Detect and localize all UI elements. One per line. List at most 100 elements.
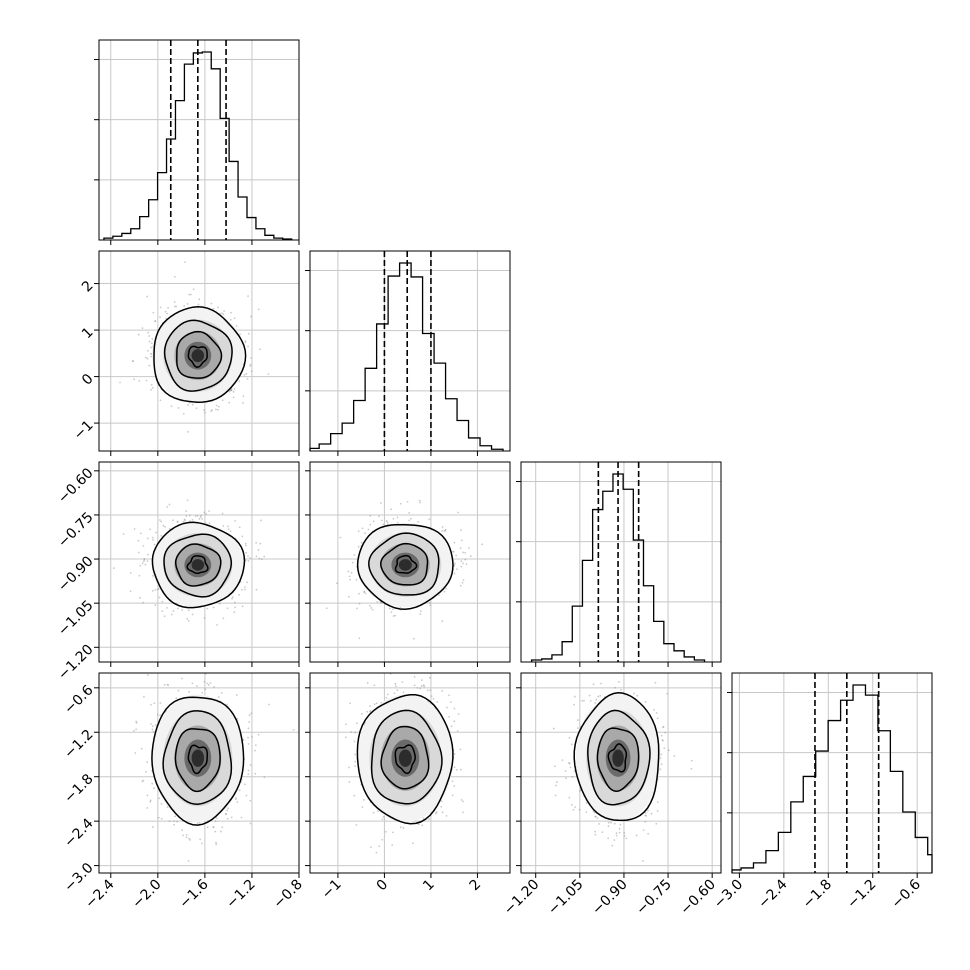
scatter-point [653, 708, 655, 711]
scatter-point [242, 395, 245, 398]
scatter-point [441, 620, 444, 623]
scatter-point [402, 827, 405, 829]
scatter-point [376, 600, 379, 603]
scatter-point [571, 776, 574, 778]
scatter-point [146, 673, 149, 676]
scatter-point [122, 533, 125, 535]
scatter-point [455, 554, 458, 557]
scatter-point [641, 860, 644, 862]
scatter-point [155, 531, 158, 534]
scatter-point [160, 817, 163, 820]
scatter-point [247, 332, 250, 335]
scatter-point [615, 832, 618, 835]
scatter-point [459, 748, 462, 751]
scatter-point [662, 725, 665, 728]
scatter-point [615, 834, 618, 837]
scatter-point [581, 700, 584, 702]
scatter-point [239, 333, 241, 336]
scatter-point [142, 779, 145, 782]
scatter-point [250, 315, 252, 318]
scatter-point [569, 766, 572, 769]
scatter-point [222, 617, 225, 620]
scatter-point [432, 697, 435, 700]
scatter-point [244, 544, 247, 547]
scatter-point [422, 817, 425, 820]
scatter-point [173, 301, 176, 303]
scatter-point [247, 560, 250, 562]
scatter-point [203, 511, 206, 514]
scatter-point [690, 767, 693, 770]
scatter-point [406, 500, 409, 503]
scatter-point [656, 810, 659, 812]
scatter-point [382, 523, 385, 526]
scatter-point [656, 801, 659, 804]
scatter-point [426, 689, 429, 692]
scatter-point [134, 752, 137, 754]
density-contour [163, 319, 233, 392]
scatter-point [245, 551, 248, 554]
scatter-point [413, 675, 416, 678]
scatter-point [214, 408, 217, 411]
y-tick-label: −1.20 [55, 642, 97, 684]
scatter-point [399, 826, 402, 829]
scatter-point [364, 592, 367, 595]
histogram-panel-3 [516, 461, 722, 667]
y-tick-label: −1.8 [61, 771, 96, 806]
histogram-step [731, 684, 933, 873]
scatter-point [151, 728, 154, 731]
scatter-point [561, 759, 564, 762]
scatter-point [201, 842, 203, 845]
scatter-point [234, 601, 236, 604]
scatter-point [151, 338, 154, 340]
scatter-point [228, 401, 231, 404]
scatter-point [176, 520, 179, 523]
scatter-point [137, 333, 140, 336]
scatter-point [361, 527, 364, 530]
scatter-point [392, 615, 395, 617]
scatter-point [129, 590, 132, 593]
scatter-point [214, 820, 217, 822]
scatter-point [441, 529, 444, 532]
panel-frame [98, 250, 300, 452]
scatter-point [143, 559, 146, 561]
scatter-point [176, 521, 179, 524]
scatter-point [574, 806, 577, 808]
scatter-point [133, 729, 135, 732]
scatter-point [148, 364, 151, 367]
scatter-point [380, 601, 382, 604]
scatter-point [568, 762, 571, 765]
scatter-point [419, 501, 422, 504]
scatter-point [216, 408, 219, 411]
scatter-point [647, 832, 650, 835]
scatter-point [576, 719, 579, 721]
scatter-point [552, 727, 555, 730]
scatter-point [201, 691, 204, 694]
scatter-point [150, 388, 153, 391]
scatter-point [249, 799, 252, 802]
scatter-point [436, 701, 439, 703]
scatter-point [592, 683, 595, 686]
scatter-point [357, 530, 360, 533]
scatter-point [350, 571, 353, 574]
scatter-point [367, 528, 370, 531]
scatter-point [355, 823, 358, 826]
density-contour [187, 345, 208, 368]
scatter-point [430, 695, 433, 698]
scatter-point [246, 581, 249, 584]
scatter-point [226, 703, 228, 706]
density-contour [380, 725, 430, 790]
scatter-point [397, 654, 399, 656]
histogram-panel-4: −3.0 −2.4 −1.8 −1.2 −0.6 [711, 672, 933, 912]
scatter-point [369, 514, 372, 517]
scatter-point [173, 275, 176, 278]
scatter-point [191, 682, 194, 685]
scatter-point [140, 747, 143, 750]
scatter-point [460, 798, 463, 801]
scatter-point [361, 806, 364, 809]
scatter-point [227, 807, 230, 810]
scatter-point [160, 534, 163, 537]
scatter-point [354, 760, 357, 763]
scatter-point [254, 772, 257, 775]
scatter-point [460, 560, 463, 563]
scatter-point [380, 519, 383, 522]
